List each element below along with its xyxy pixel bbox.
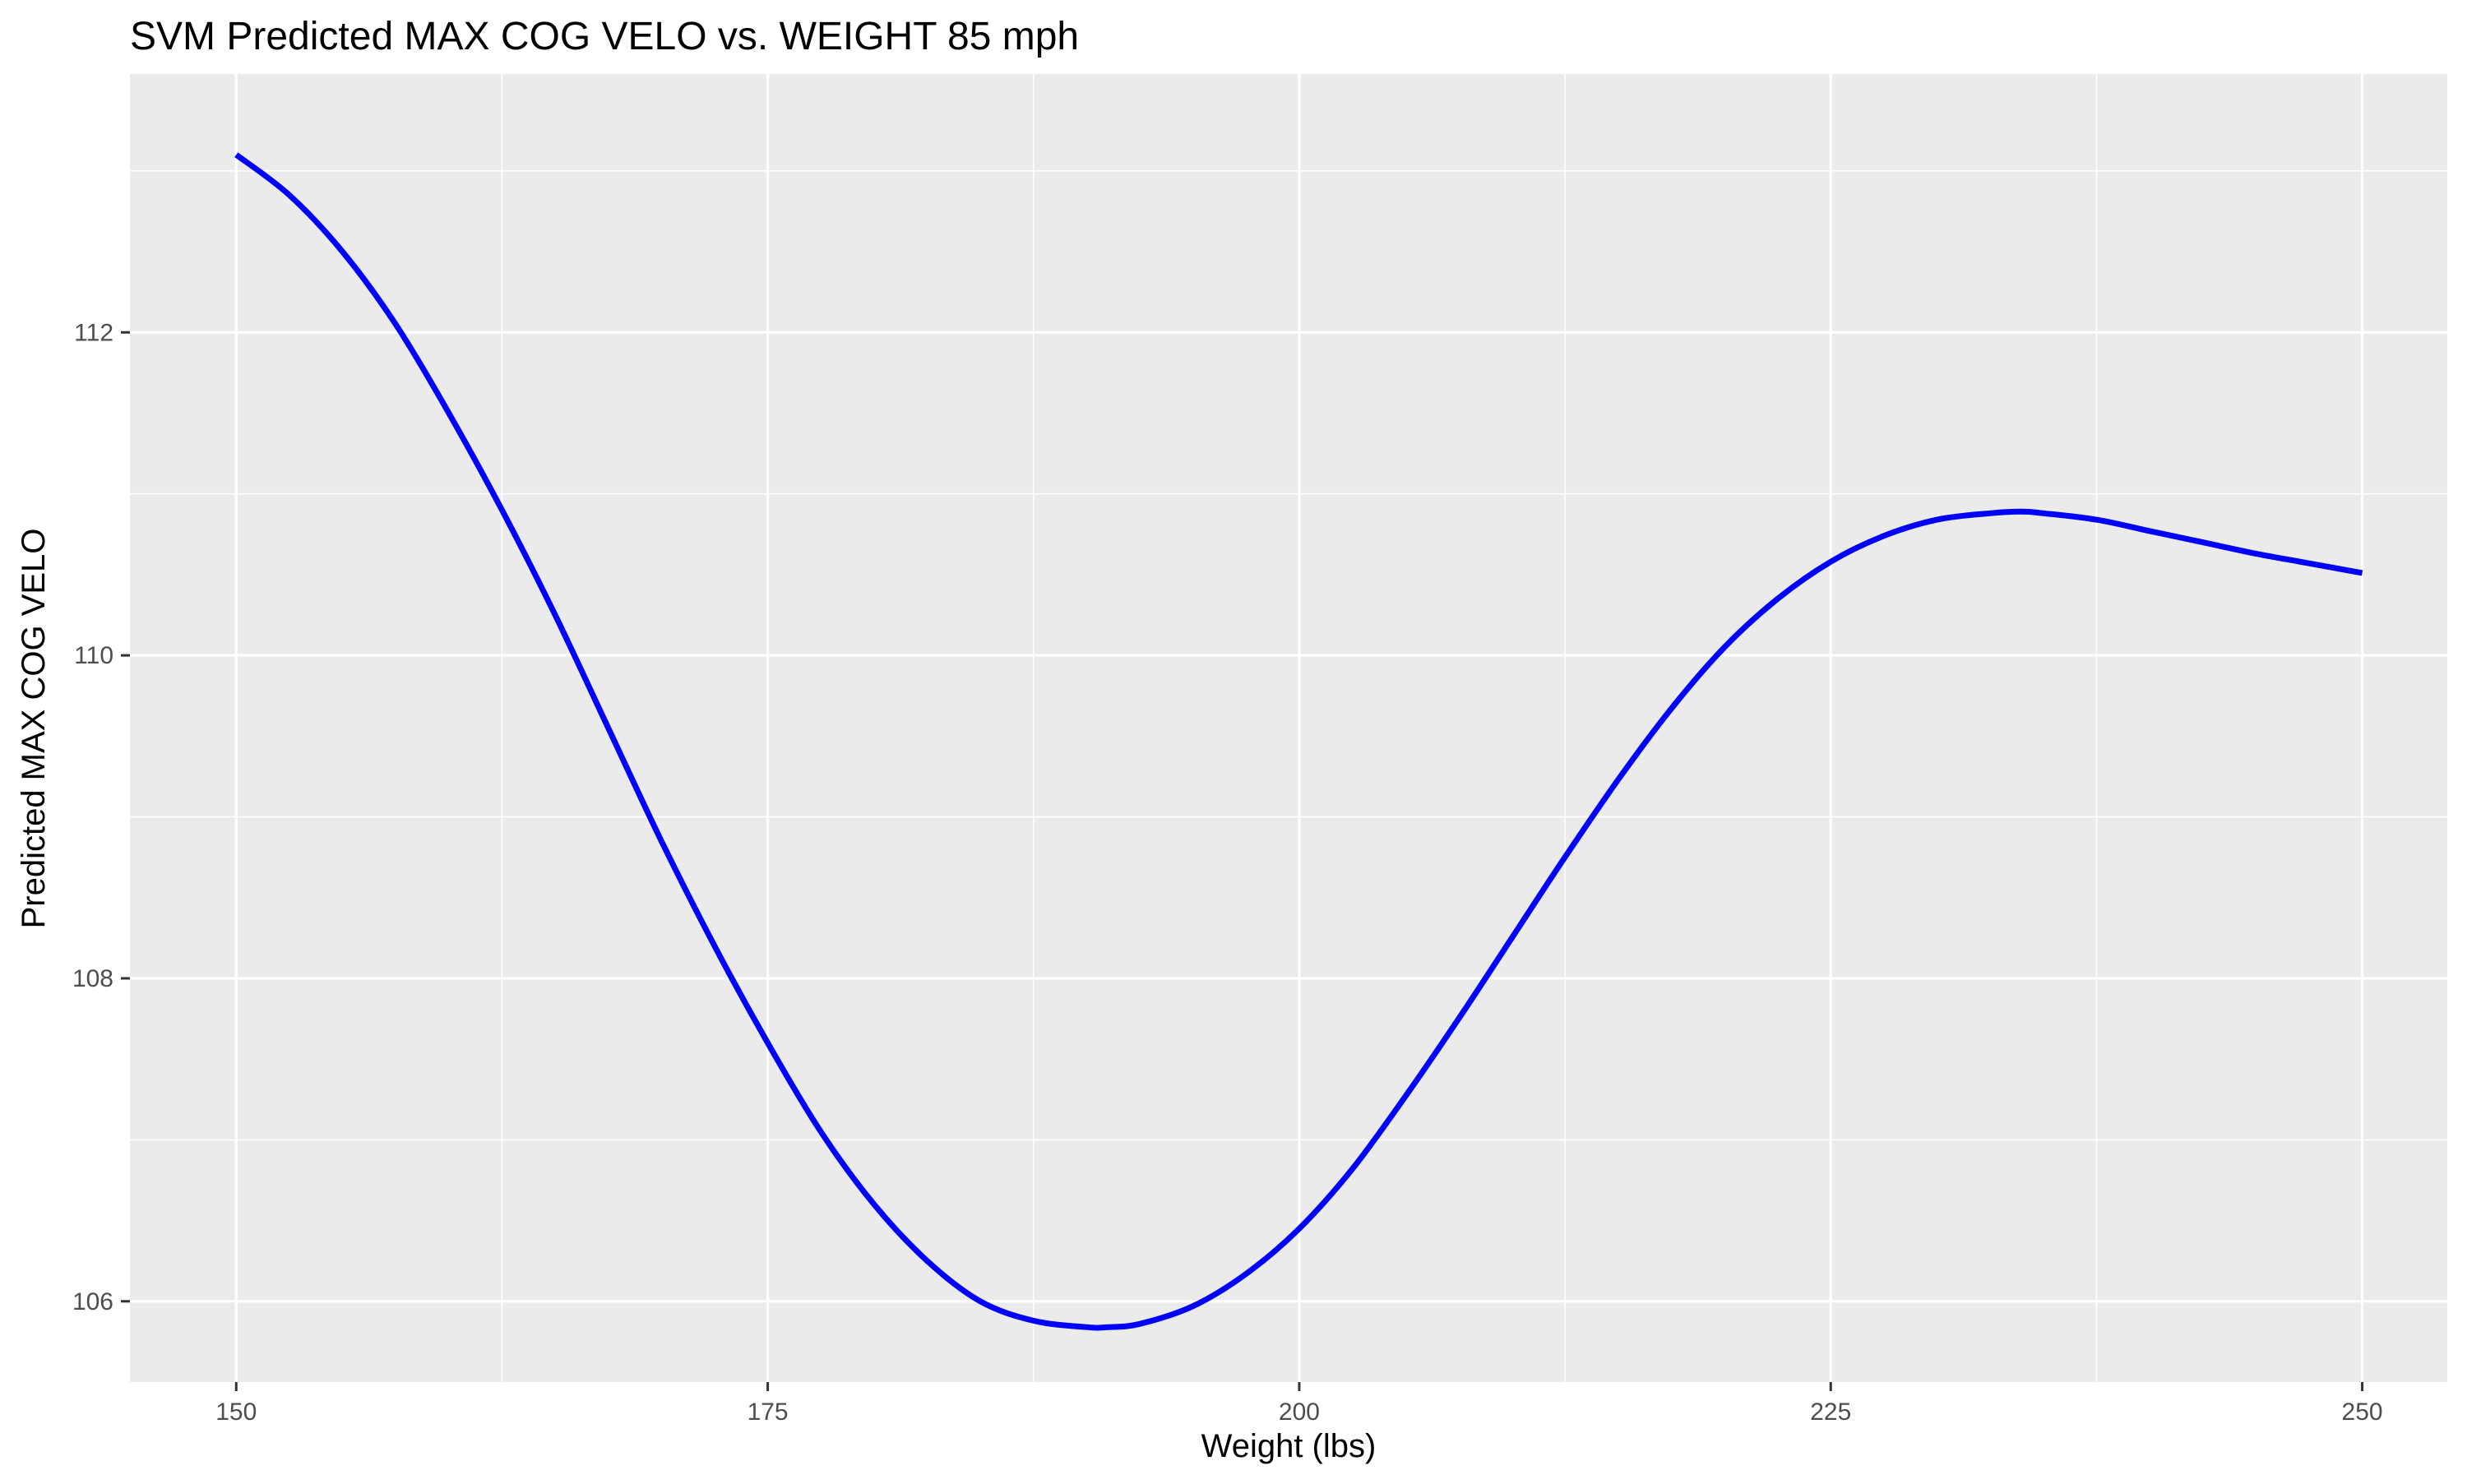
y-axis: 106 108 110 112 bbox=[72, 319, 130, 1315]
x-tick-label: 175 bbox=[748, 1398, 789, 1426]
chart-title: SVM Predicted MAX COG VELO vs. WEIGHT 85… bbox=[130, 15, 1079, 58]
minor-gridlines bbox=[130, 74, 2447, 1382]
major-gridlines bbox=[130, 74, 2447, 1382]
x-tick-label: 200 bbox=[1279, 1398, 1320, 1426]
series-layer bbox=[234, 152, 2363, 1331]
y-tick-label: 108 bbox=[72, 965, 113, 992]
x-axis: 150 175 200 225 250 bbox=[215, 1382, 2383, 1426]
x-tick-label: 150 bbox=[215, 1398, 257, 1426]
y-tick-label: 110 bbox=[74, 642, 113, 669]
series-line bbox=[234, 152, 2363, 1331]
x-axis-title: Weight (lbs) bbox=[1201, 1428, 1377, 1464]
y-tick-label: 112 bbox=[74, 319, 113, 346]
plot-panel bbox=[130, 74, 2447, 1382]
x-tick-label: 250 bbox=[2342, 1398, 2383, 1426]
y-tick-label: 106 bbox=[72, 1288, 113, 1315]
y-axis-title: Predicted MAX COG VELO bbox=[16, 529, 52, 929]
x-tick-label: 225 bbox=[1810, 1398, 1851, 1426]
